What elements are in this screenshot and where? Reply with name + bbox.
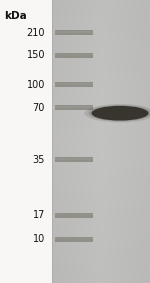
Bar	[55, 31, 93, 33]
Bar	[55, 214, 93, 215]
Bar	[55, 213, 93, 218]
Bar	[55, 105, 93, 110]
Bar	[0, 0, 52, 283]
Bar	[55, 30, 93, 35]
Bar	[55, 106, 93, 108]
Text: kDa: kDa	[4, 11, 27, 21]
Text: 17: 17	[33, 210, 45, 220]
Text: 70: 70	[33, 102, 45, 113]
Text: 100: 100	[27, 80, 45, 90]
Ellipse shape	[84, 104, 150, 122]
Bar	[55, 83, 93, 85]
Text: 150: 150	[27, 50, 45, 60]
Bar	[55, 157, 93, 162]
Bar	[55, 53, 93, 58]
Ellipse shape	[89, 105, 150, 121]
Bar	[55, 54, 93, 55]
Bar	[55, 237, 93, 242]
Text: 10: 10	[33, 234, 45, 244]
Bar	[55, 82, 93, 87]
Bar	[55, 238, 93, 239]
Ellipse shape	[92, 106, 148, 121]
Text: 210: 210	[27, 27, 45, 38]
Text: 35: 35	[33, 155, 45, 165]
Bar	[55, 158, 93, 160]
